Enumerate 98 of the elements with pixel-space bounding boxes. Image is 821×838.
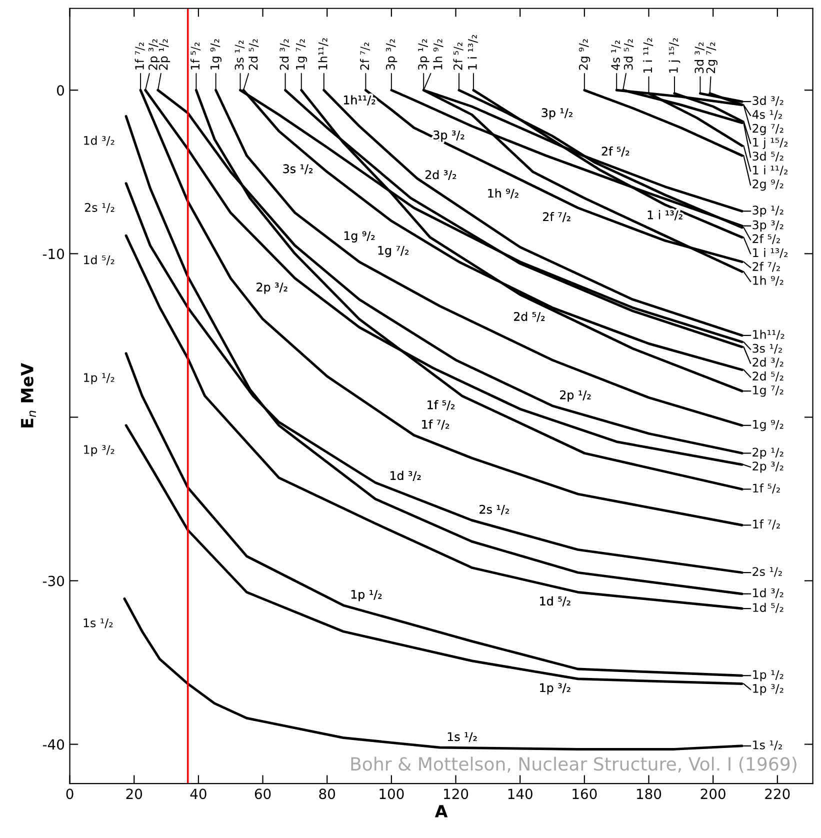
annotation: 1d ³/₂ bbox=[84, 136, 114, 146]
legend-label: 3s ¹/₂ bbox=[752, 344, 782, 354]
annotation: 2p ³/₂ bbox=[148, 39, 160, 70]
series-label: 1 j ¹⁵/₂ bbox=[753, 138, 788, 150]
annotation: 2f ⁷/₂ bbox=[543, 212, 570, 222]
annotation: 1s ¹/₂ bbox=[448, 732, 477, 742]
x-tick-label: 20 bbox=[126, 788, 142, 800]
text: 2g ⁹/₂ bbox=[752, 179, 784, 191]
x-tick-label: 40 bbox=[190, 788, 206, 800]
legend-label: 3p ³/₂ bbox=[752, 220, 784, 232]
x-tick-label: 180 bbox=[637, 788, 662, 800]
x-tick-label: 200 bbox=[700, 788, 726, 800]
annotation: 1h¹¹/₂ bbox=[318, 38, 328, 70]
annotation: 1d ³/₂ bbox=[390, 470, 421, 481]
y-tick-label: 0 bbox=[57, 85, 64, 96]
annotation: 1g ⁷/₂ bbox=[296, 39, 308, 70]
annotation: 1g ⁷/₂ bbox=[378, 246, 408, 258]
annotation: 1d ⁵/₂ bbox=[84, 255, 114, 266]
annotation: 1 i ¹³/₂ bbox=[648, 210, 682, 220]
annotation: 1f ⁷/₂ bbox=[422, 420, 450, 430]
annotation: 2s ¹/₂ bbox=[480, 504, 509, 515]
x-tick-label: 120 bbox=[444, 788, 468, 800]
annotation: 1h¹¹/₂ bbox=[344, 95, 376, 106]
x-tick-label: 80 bbox=[319, 788, 336, 800]
annotation: 1g ⁹/₂ bbox=[210, 39, 222, 70]
series-label: 1 i ¹¹/₂ bbox=[753, 165, 788, 176]
annotation: 2d ³/₂ bbox=[280, 39, 290, 70]
annotation: 1 i ¹³/₂ bbox=[468, 34, 478, 70]
annotation: 1 i ¹¹/₂ bbox=[643, 38, 654, 73]
legend-label: 2s ¹/₂ bbox=[752, 567, 782, 577]
legend-label: 4s ¹/₂ bbox=[752, 110, 782, 120]
y-tick-label: -10 bbox=[42, 248, 64, 260]
annotation: 2f ⁵/₂ bbox=[602, 146, 630, 157]
legend-label: 2f ⁷/₂ bbox=[752, 262, 780, 272]
series-label: 1 i ¹³/₂ bbox=[753, 248, 788, 258]
annotation: 3s ¹/₂ bbox=[234, 40, 245, 70]
x-tick-label: 0 bbox=[66, 788, 74, 800]
annotation: 1f ⁷/₂ bbox=[134, 42, 145, 70]
annotation: 2g ⁷/₂ bbox=[706, 42, 718, 74]
legend-label: 1s ¹/₂ bbox=[753, 740, 782, 750]
annotation: 1h ⁹/₂ bbox=[433, 39, 444, 70]
annotation: 1d ⁵/₂ bbox=[540, 596, 570, 606]
x-tick-label: 100 bbox=[380, 788, 404, 800]
annotation: 2d ⁵/₂ bbox=[248, 39, 259, 70]
x-tick-label: 60 bbox=[254, 788, 271, 800]
annotation: 2g ⁹/₂ bbox=[578, 39, 590, 70]
annotation: 1f ⁵/₂ bbox=[190, 42, 201, 70]
legend-label: 2d ⁵/₂ bbox=[752, 371, 784, 382]
x-tick-label: 220 bbox=[765, 788, 790, 800]
annotation: 1g ⁹/₂ bbox=[344, 231, 375, 242]
legend-label: 1h ⁹/₂ bbox=[753, 276, 784, 286]
annotation: 1p ¹/₂ bbox=[84, 373, 114, 384]
legend-label: 1f ⁵/₂ bbox=[753, 483, 780, 494]
annotation: 3s ¹/₂ bbox=[283, 164, 312, 174]
x-axis-title: A bbox=[434, 805, 448, 818]
annotation: 2s ¹/₂ bbox=[84, 203, 114, 213]
annotation: Bohr & Mottelson, Nuclear Structure, Vol. I (1969) bbox=[351, 756, 796, 773]
annotation: 3p ¹/₂ bbox=[542, 108, 572, 120]
annotation: 1f ⁵/₂ bbox=[428, 400, 455, 410]
annotation: 2p ³/₂ bbox=[256, 282, 288, 294]
x-tick-label: 140 bbox=[508, 788, 532, 800]
text: 3d ⁵/₂ bbox=[752, 151, 784, 162]
legend-label: 2d ³/₂ bbox=[752, 358, 784, 368]
legend-label: 1h¹¹/₂ bbox=[753, 330, 784, 340]
annotation: 2d ³/₂ bbox=[425, 170, 456, 180]
annotation: 1p ³/₂ bbox=[540, 683, 570, 694]
legend-label: 2f ⁵/₂ bbox=[752, 234, 780, 244]
legend-label: 1g ⁷/₂ bbox=[753, 386, 784, 397]
legend-label: 1p ¹/₂ bbox=[753, 670, 784, 682]
x-tick-label: 160 bbox=[572, 788, 597, 800]
legend-label: 2p ³/₂ bbox=[752, 462, 784, 473]
annotation: 2f ⁵/₂ bbox=[453, 42, 464, 70]
legend-label: 1f ⁷/₂ bbox=[753, 519, 780, 530]
legend-label: 1g ⁹/₂ bbox=[753, 420, 784, 432]
y-axis-title: E$_{n}$ MeV bbox=[21, 363, 36, 428]
annotation: 2d ⁵/₂ bbox=[514, 312, 545, 322]
annotation: 1h ⁹/₂ bbox=[488, 188, 518, 199]
annotation: 3p ³/₂ bbox=[386, 39, 398, 70]
annotation: 2f ⁷/₂ bbox=[360, 42, 370, 70]
annotation: 4s ¹/₂ bbox=[611, 40, 621, 70]
annotation: 3d ³/₂ bbox=[694, 42, 705, 74]
legend-label: 3p ¹/₂ bbox=[752, 206, 784, 217]
annotation: 2p ¹/₂ bbox=[560, 390, 591, 402]
y-tick-label: -40 bbox=[42, 739, 64, 750]
legend-label: 1d ³/₂ bbox=[753, 588, 784, 598]
legend-label: 3d ³/₂ bbox=[752, 96, 784, 106]
annotation: 2p ¹/₂ bbox=[158, 39, 170, 70]
annotation: 3p ¹/₂ bbox=[418, 39, 430, 70]
series-label: 2g ⁷/₂ bbox=[752, 124, 784, 136]
annotation: 1p ¹/₂ bbox=[351, 590, 382, 602]
y-tick-label: -30 bbox=[42, 576, 64, 586]
annotation: 1s ¹/₂ bbox=[84, 618, 113, 628]
annotation: 1 j ¹⁵/₂ bbox=[668, 38, 680, 73]
legend-label: 1p ³/₂ bbox=[753, 684, 784, 696]
legend-label: 2p ¹/₂ bbox=[752, 448, 784, 459]
annotation: 1p ³/₂ bbox=[84, 445, 114, 456]
legend-label: 1d ⁵/₂ bbox=[753, 602, 784, 613]
annotation: 3d ⁵/₂ bbox=[624, 39, 634, 70]
